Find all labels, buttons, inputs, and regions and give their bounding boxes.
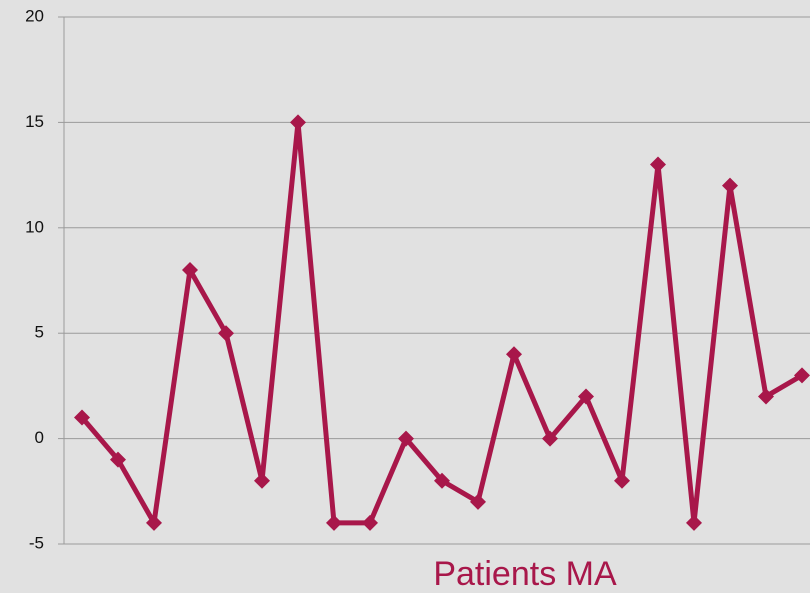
legend-label: Patients MA [433,555,617,593]
marker [74,409,90,426]
marker [470,493,486,510]
marker [506,346,522,363]
y-tick-label: 20 [25,6,44,25]
marker [542,430,558,447]
marker [362,514,378,531]
marker [290,114,306,131]
marker [614,472,630,489]
marker [110,451,126,468]
series-line [80,119,804,526]
marker [434,472,450,489]
y-tick-label: -5 [29,533,44,552]
marker [794,367,810,384]
marker [326,514,342,531]
marker [398,430,414,447]
marker [758,388,774,405]
marker [578,388,594,405]
y-tick-label: 0 [35,428,44,447]
marker [218,325,234,342]
marker [254,472,270,489]
marker [686,514,702,531]
y-tick-label: 15 [25,112,44,131]
y-tick-label: 5 [35,323,44,342]
y-tick-label: 10 [25,217,44,236]
marker [182,261,198,278]
marker [146,514,162,531]
marker [722,177,738,194]
marker [650,156,666,173]
